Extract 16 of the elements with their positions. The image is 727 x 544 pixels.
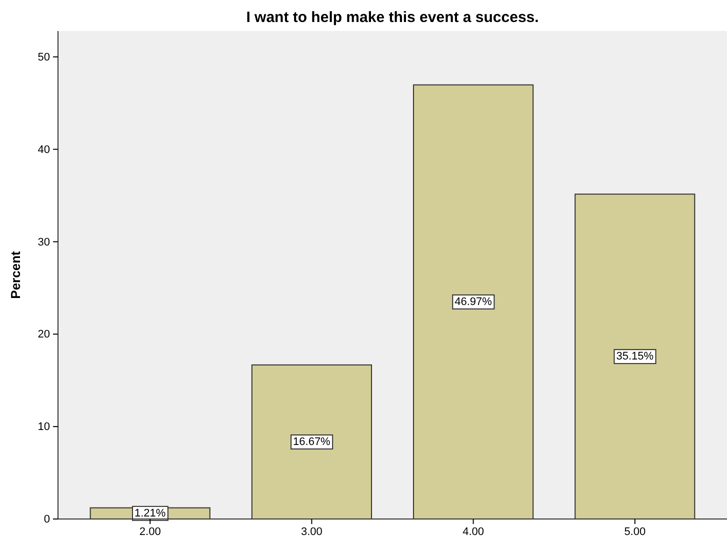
x-tick-label: 4.00 [462,526,484,538]
data-label: 16.67% [293,436,331,448]
data-label: 35.15% [616,350,654,363]
chart-title: I want to help make this event a success. [246,9,539,26]
y-tick-label: 10 [38,421,50,434]
x-tick-label: 5.00 [624,526,646,538]
data-label: 46.97% [454,296,492,308]
y-tick-label: 30 [38,236,50,248]
y-tick-label: 0 [44,514,50,526]
y-axis-title: Percent [8,250,23,299]
y-tick-label: 40 [38,144,50,156]
y-tick-label: 20 [38,328,50,341]
data-label: 1.21% [134,507,166,520]
y-tick-label: 50 [38,51,50,64]
x-tick-label: 2.00 [139,526,161,538]
x-tick-label: 3.00 [300,526,322,538]
